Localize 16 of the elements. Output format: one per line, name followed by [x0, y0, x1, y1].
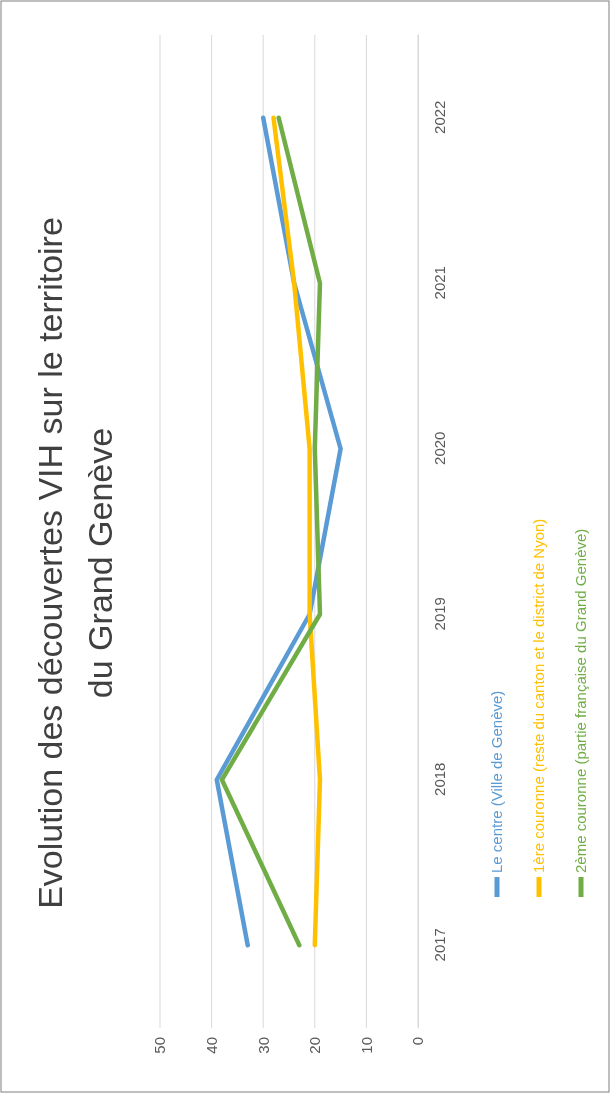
y-tick-label: 2020 — [431, 431, 448, 465]
x-tick-label: 40 — [202, 1037, 220, 1054]
y-tick-label: 2021 — [431, 266, 448, 300]
y-tick-label: 2018 — [431, 762, 448, 796]
x-tick-label: 10 — [357, 1037, 375, 1054]
text: 1ère couronne (reste du canton et le district de Nyon) — [530, 518, 547, 873]
y-tick-label: 2019 — [431, 597, 448, 631]
text: Le centre (Ville de Genève) — [488, 690, 505, 873]
x-tick-label: 50 — [151, 1037, 169, 1054]
x-tick-label: 30 — [254, 1037, 272, 1054]
y-tick-label: 2017 — [431, 928, 448, 962]
y-tick-label: 2022 — [431, 100, 448, 134]
x-tick-label: 20 — [306, 1037, 324, 1054]
text: 2ème couronne (partie française du Grand Genève) — [572, 528, 589, 873]
x-tick-label: 0 — [409, 1037, 427, 1046]
text: Evolution des découvertes VIH sur le territoire du Grand Genève — [31, 217, 119, 909]
